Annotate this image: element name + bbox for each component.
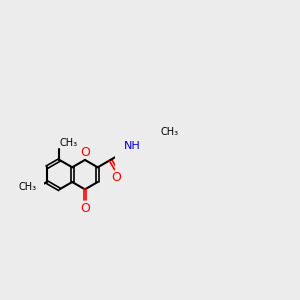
Text: CH₃: CH₃: [18, 182, 36, 192]
Text: O: O: [80, 202, 90, 215]
Text: CH₃: CH₃: [160, 127, 178, 137]
Text: O: O: [112, 170, 122, 184]
Text: CH₃: CH₃: [60, 138, 78, 148]
Text: NH: NH: [124, 141, 141, 151]
Text: O: O: [80, 146, 90, 159]
